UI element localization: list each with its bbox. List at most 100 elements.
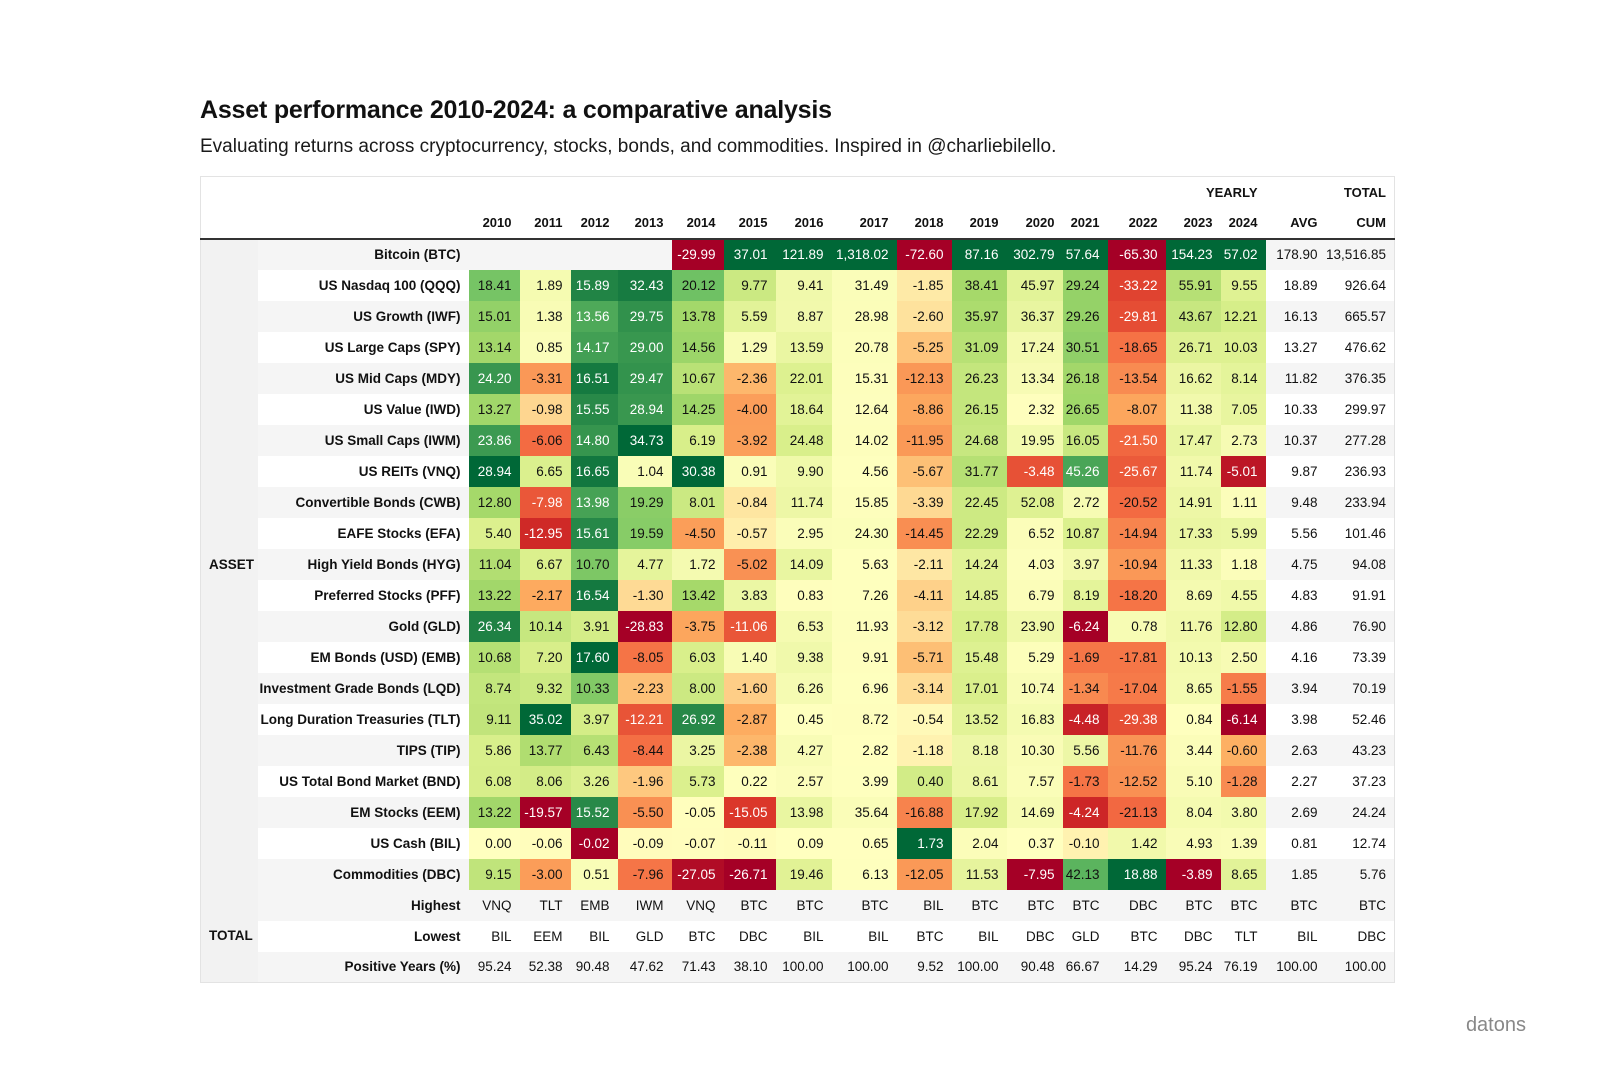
header-group-row: YEARLY TOTAL <box>200 176 1395 208</box>
cell-2017: 12.64 <box>831 393 897 425</box>
cell-2017: BIL <box>831 920 897 952</box>
cell-2021: 45.26 <box>1062 455 1108 487</box>
cell-cum: BTC <box>1325 889 1395 921</box>
cell-2020: DBC <box>1006 920 1063 952</box>
asset-label: EM Bonds (USD) (EMB) <box>257 641 469 673</box>
cell-2016: 2.57 <box>775 765 832 797</box>
asset-row: US Mid Caps (MDY) 24.20 -3.31 16.51 29.47 10.… <box>201 362 1395 394</box>
cell-avg: 13.27 <box>1265 331 1326 363</box>
cell-2013: -8.44 <box>617 734 672 766</box>
asset-row: US Nasdaq 100 (QQQ) 18.41 1.89 15.89 32.43 20… <box>201 269 1395 301</box>
cell-cum: 70.19 <box>1325 672 1395 704</box>
cell-2013: -1.96 <box>617 765 672 797</box>
header-columns-row: 2010 2011 2012 2013 2014 2015 2016 2017 2018 2019… <box>200 207 1395 240</box>
column-header-2014: 2014 <box>671 207 724 240</box>
cell-2023: 8.69 <box>1165 579 1221 611</box>
cell-2020: 5.29 <box>1006 641 1063 673</box>
cell-2010: 5.40 <box>468 517 520 549</box>
cell-2012: 16.54 <box>570 579 618 611</box>
cell-2013: IWM <box>617 889 672 921</box>
asset-row: High Yield Bonds (HYG) 11.04 6.67 10.70 4.77… <box>201 548 1395 580</box>
asset-row: US Growth (IWF) 15.01 1.38 13.56 29.75 13.78 5… <box>201 300 1395 332</box>
cell-2016: 22.01 <box>775 362 832 394</box>
cell-2018: -14.45 <box>896 517 952 549</box>
asset-row: EM Bonds (USD) (EMB) 10.68 7.20 17.60 -8.05 6… <box>201 641 1395 673</box>
cell-2023: BTC <box>1165 889 1221 921</box>
cell-2012: 90.48 <box>570 951 618 983</box>
cell-2023: 11.74 <box>1165 455 1221 487</box>
cell-avg: 4.83 <box>1265 579 1326 611</box>
column-header-2023: 2023 <box>1165 207 1221 240</box>
asset-label: Preferred Stocks (PFF) <box>257 579 469 611</box>
cell-2017: 14.02 <box>831 424 897 456</box>
cell-2017: 28.98 <box>831 300 897 332</box>
cell-2015: 3.83 <box>723 579 776 611</box>
cell-2015: -26.71 <box>723 858 776 890</box>
cell-2022: -14.94 <box>1107 517 1166 549</box>
cell-2013: -28.83 <box>617 610 672 642</box>
cell-avg: 18.89 <box>1265 269 1326 301</box>
cell-2019: BTC <box>951 889 1007 921</box>
cell-2020: 52.08 <box>1006 486 1063 518</box>
cell-avg: 4.75 <box>1265 548 1326 580</box>
cell-2023: 8.65 <box>1165 672 1221 704</box>
cell-2011: 7.20 <box>519 641 571 673</box>
cell-2016: 13.59 <box>775 331 832 363</box>
cell-2023: 11.38 <box>1165 393 1221 425</box>
asset-row: Convertible Bonds (CWB) 12.80 -7.98 13.98 19… <box>201 486 1395 518</box>
column-header-2012: 2012 <box>570 207 618 240</box>
cell-avg: 16.13 <box>1265 300 1326 332</box>
cell-2017: 1,318.02 <box>831 238 897 270</box>
cell-2018: -3.39 <box>896 486 952 518</box>
cell-2011: 10.14 <box>519 610 571 642</box>
cell-2010: 13.22 <box>468 796 520 828</box>
cell-2022: 0.78 <box>1107 610 1166 642</box>
asset-label: Gold (GLD) <box>257 610 469 642</box>
cell-2023: 43.67 <box>1165 300 1221 332</box>
cell-2024: 3.80 <box>1220 796 1266 828</box>
cell-2021: -4.24 <box>1062 796 1108 828</box>
column-header-2016: 2016 <box>775 207 832 240</box>
yearly-group-header: YEARLY <box>468 176 1266 208</box>
cell-2018: -12.05 <box>896 858 952 890</box>
cell-2024: -1.28 <box>1220 765 1266 797</box>
cell-2021: 29.26 <box>1062 300 1108 332</box>
cell-2017: 6.96 <box>831 672 897 704</box>
cell-2024: 1.18 <box>1220 548 1266 580</box>
cell-2014: 10.67 <box>671 362 724 394</box>
cell-2021: -1.34 <box>1062 672 1108 704</box>
cell-2013: 19.59 <box>617 517 672 549</box>
cell-2015: 0.22 <box>723 765 776 797</box>
cell-2017: 4.56 <box>831 455 897 487</box>
cell-2019: 2.04 <box>951 827 1007 859</box>
cell-2024: 76.19 <box>1220 951 1266 983</box>
cell-2023: 154.23 <box>1165 238 1221 270</box>
asset-row: EM Stocks (EEM) 13.22 -19.57 15.52 -5.50 -0.0… <box>201 796 1395 828</box>
cell-2022: -18.65 <box>1107 331 1166 363</box>
asset-label: Bitcoin (BTC) <box>257 238 469 270</box>
cell-2021: 8.19 <box>1062 579 1108 611</box>
cell-2023: DBC <box>1165 920 1221 952</box>
cell-cum: 91.91 <box>1325 579 1395 611</box>
cell-cum: 76.90 <box>1325 610 1395 642</box>
total-row: TOTAL Highest VNQ TLT EMB IWM VNQ BTC BTC BTC BIL B… <box>200 889 1395 983</box>
cell-2010: 15.01 <box>468 300 520 332</box>
cell-2014: 14.25 <box>671 393 724 425</box>
cell-2018: -3.12 <box>896 610 952 642</box>
cell-cum: 13,516.85 <box>1325 238 1395 270</box>
cell-2019: 11.53 <box>951 858 1007 890</box>
cell-2012: 15.55 <box>570 393 618 425</box>
cell-2012: 15.89 <box>570 269 618 301</box>
cell-2010: BIL <box>468 920 520 952</box>
total-label: Lowest <box>257 920 469 952</box>
cell-2016: 9.90 <box>775 455 832 487</box>
brand-logo-text: datons <box>1465 1014 1526 1036</box>
cell-2018: -5.71 <box>896 641 952 673</box>
cell-2013: -0.09 <box>617 827 672 859</box>
cell-2010: 12.80 <box>468 486 520 518</box>
cell-2018: 1.73 <box>896 827 952 859</box>
cell-avg: BIL <box>1265 920 1326 952</box>
cell-2024: 12.80 <box>1220 610 1266 642</box>
cell-2013: -12.21 <box>617 703 672 735</box>
cell-2021: 66.67 <box>1062 951 1108 983</box>
